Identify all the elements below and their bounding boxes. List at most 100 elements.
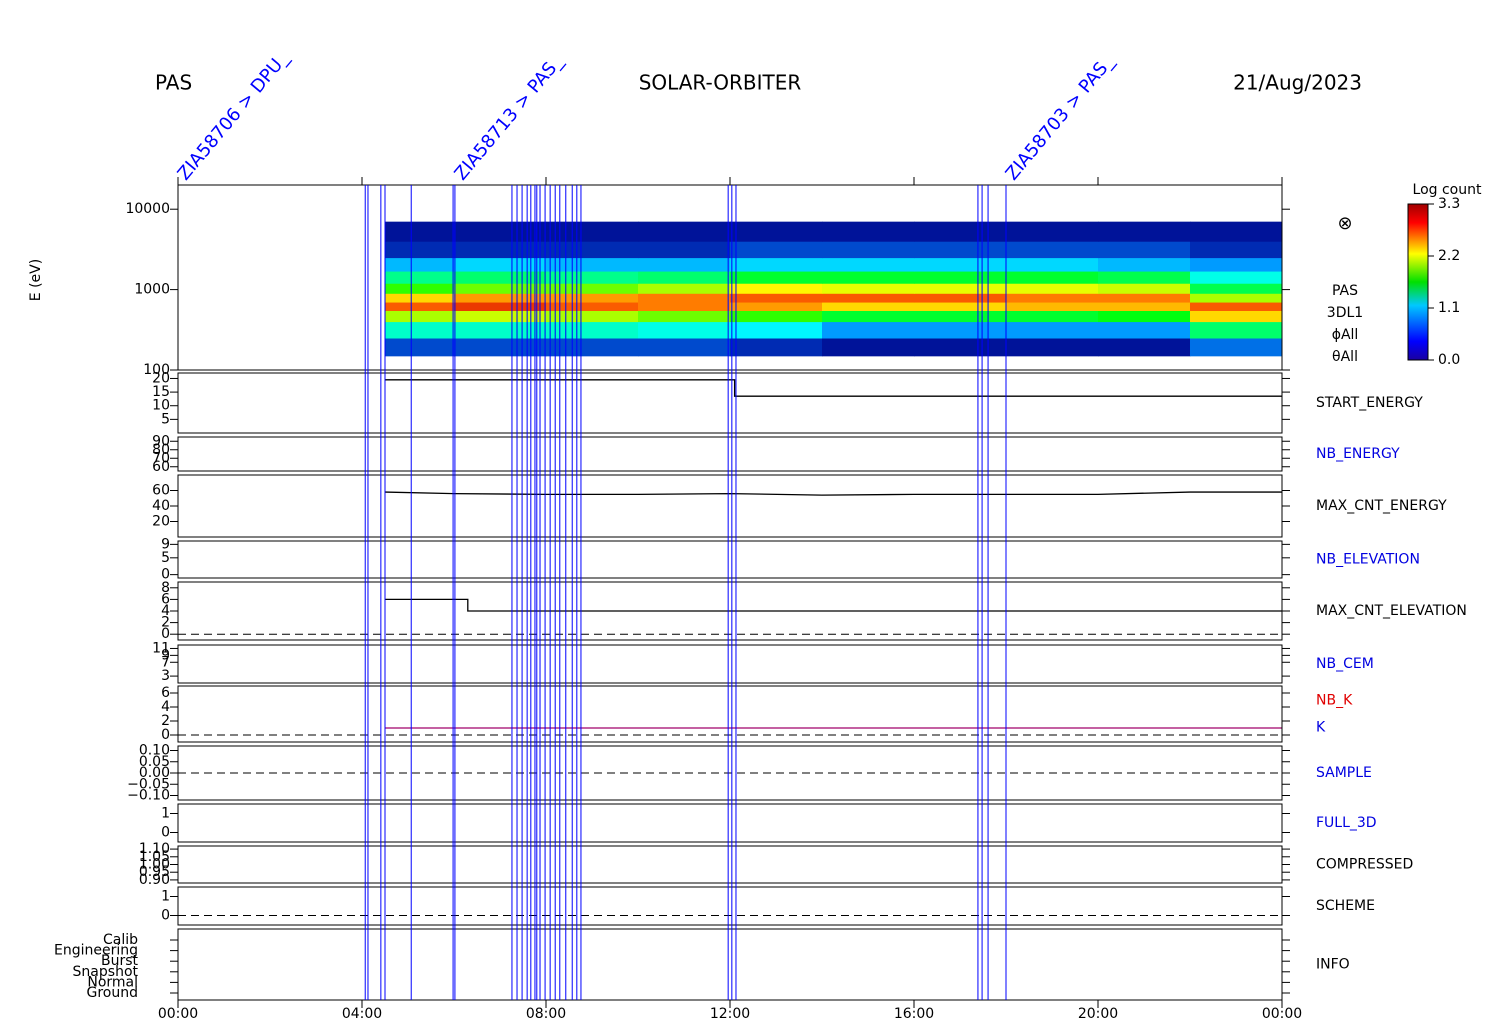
y-tick-label: 0 (161, 825, 170, 841)
spectrogram-cell (822, 321, 915, 339)
spectrogram-cell (454, 321, 547, 339)
spectrogram-cell (454, 257, 547, 272)
spectrogram-cell (454, 302, 547, 311)
y-tick-label: 10 (152, 398, 170, 414)
spectrogram-cell (546, 293, 639, 303)
spectrogram-cell (822, 293, 915, 303)
spectrogram-cell (1098, 271, 1191, 284)
panel-label: NB_ELEVATION (1316, 552, 1420, 568)
spectrogram-cell (822, 271, 915, 284)
panel-label: START_ENERGY (1316, 395, 1423, 411)
panel-label: PAS (1332, 283, 1358, 299)
spectrogram-cell (1190, 241, 1283, 259)
panel-frame (177, 474, 1283, 538)
spectrogram-cell (454, 283, 547, 294)
x-tick-label: 12:00 (710, 1006, 750, 1020)
spectrogram-cell (914, 302, 1007, 311)
spectrogram-cell (385, 302, 455, 311)
y-category-label: Calib (103, 932, 138, 948)
spectrogram-cell (638, 271, 731, 284)
spectrogram-cell (546, 257, 639, 272)
spectrogram-cell (546, 310, 639, 323)
x-tick-label: 04:00 (342, 1006, 382, 1020)
spectrogram-cell (638, 302, 731, 311)
spectrogram-cell (454, 310, 547, 323)
colorbar (1407, 203, 1429, 361)
y-tick-label: 15 (152, 384, 170, 400)
spectrogram-cell (1098, 321, 1191, 339)
panel-label: SAMPLE (1316, 765, 1372, 781)
y-tick-label: 0.00 (139, 765, 170, 781)
spectrogram-cell (1190, 310, 1283, 323)
y-tick-label: 60 (152, 483, 170, 499)
y-tick-label: 1 (161, 889, 170, 905)
spectrogram-cell (638, 241, 731, 259)
spectrogram-cell (730, 310, 823, 323)
colorbar-tick-label: 3.3 (1438, 196, 1460, 212)
spectrogram-cell (1006, 241, 1099, 259)
panel-label: COMPRESSED (1316, 857, 1413, 873)
spectrogram-cell (385, 241, 455, 259)
spectrogram-cell (822, 310, 915, 323)
y-axis-label: E (eV) (28, 259, 44, 301)
panel-label: MAX_CNT_ELEVATION (1316, 603, 1467, 619)
spectrogram-cell (1190, 221, 1283, 242)
spectrogram-cell (914, 241, 1007, 259)
line (385, 598, 1282, 612)
spectrogram-cell (1006, 302, 1099, 311)
x-tick-label: 08:00 (526, 1006, 566, 1020)
y-tick-label: 3 (161, 668, 170, 684)
spectrogram-cell (822, 241, 915, 259)
spectrogram-cell (385, 271, 455, 284)
colorbar-tick-label: 2.2 (1438, 248, 1460, 264)
spectrogram-cell (1190, 293, 1283, 303)
y-tick-label: 60 (152, 459, 170, 475)
y-tick-label: −0.05 (127, 776, 170, 792)
y-tick-label: 5 (161, 411, 170, 427)
y-tick-label: 0 (161, 567, 170, 583)
spectrogram-cell (1006, 293, 1099, 303)
spectrogram-cell (914, 221, 1007, 242)
panel-label: SCHEME (1316, 898, 1375, 914)
spectrogram-cell (730, 241, 823, 259)
panel-frame (177, 845, 1283, 884)
spectrogram-cell (730, 321, 823, 339)
spectrogram-cell (454, 293, 547, 303)
y-tick-label: 0 (161, 908, 170, 924)
y-category-label: Normal (87, 974, 138, 990)
y-tick-label: 40 (152, 498, 170, 514)
y-tick-label: 2 (161, 615, 170, 631)
y-tick-label: 20 (152, 514, 170, 530)
spectrogram-cell (1098, 302, 1191, 311)
panel-frame (177, 540, 1283, 579)
event-label: ZIA58713 > PAS_ (450, 51, 567, 185)
spectrogram-cell (638, 257, 731, 272)
spectrogram-cell (730, 283, 823, 294)
spectrogram-cell (1006, 321, 1099, 339)
spectrogram-cell (454, 221, 547, 242)
colorbar-title: Log count (1413, 182, 1482, 198)
spectrogram-cell (730, 338, 823, 357)
y-tick-label: 6 (161, 685, 170, 701)
panel-label: K (1316, 720, 1326, 736)
x-tick-label: 16:00 (894, 1006, 934, 1020)
spectrogram-cell (1098, 310, 1191, 323)
spectrogram-cell (385, 221, 455, 242)
spectrogram-cell (1006, 283, 1099, 294)
spectrogram-cell (914, 283, 1007, 294)
y-category-label: Engineering (54, 943, 138, 959)
spectrogram-cell (1190, 321, 1283, 339)
panel-label: 3DL1 (1327, 305, 1363, 321)
event-label: ZIA58703 > PAS_ (1002, 51, 1119, 185)
y-tick-label: 20 (152, 370, 170, 386)
spectrogram-cell (1006, 338, 1099, 357)
spectrogram-cell (1190, 271, 1283, 284)
panel-frame (177, 928, 1283, 1001)
spectrogram-cell (546, 338, 639, 357)
colorbar-tick-label: 0.0 (1438, 352, 1460, 368)
spectrogram-cell (914, 293, 1007, 303)
spectrogram-cell (546, 271, 639, 284)
line (385, 379, 1282, 397)
spectrogram-cell (1098, 283, 1191, 294)
y-tick-label: 0.10 (139, 743, 170, 759)
